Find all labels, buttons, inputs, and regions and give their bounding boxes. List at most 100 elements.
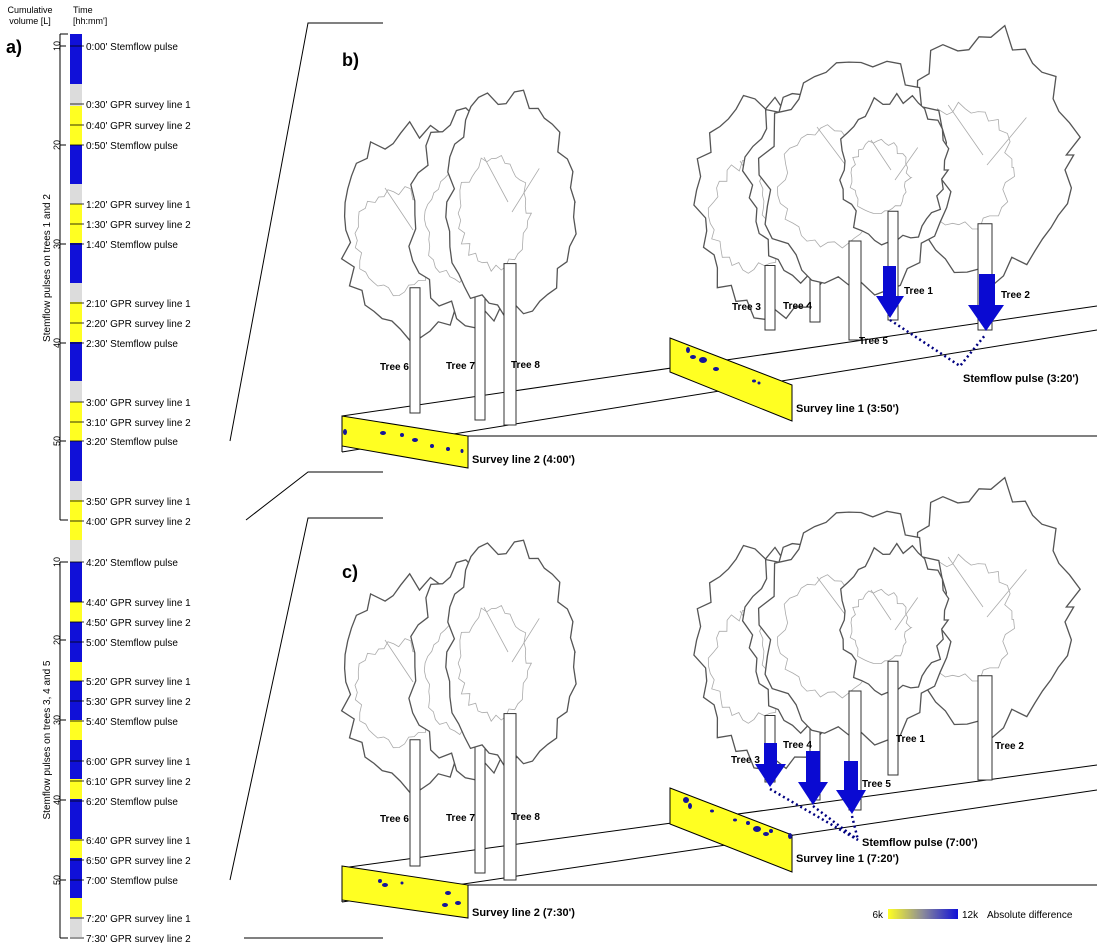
panel-b: b) Tree 1 Tree 2 Tree 3 Tree 4 Tree 5 Tr… (340, 24, 1097, 469)
trees-c (340, 476, 1082, 881)
timeline-event: 5:40' Stemflow pulse (86, 717, 178, 728)
tree-trunk (887, 660, 899, 776)
branch-detail (483, 607, 540, 663)
legend-max: 12k (962, 910, 979, 921)
tree-1-label-b: Tree 1 (904, 286, 933, 297)
survey-line-2-label-b: Survey line 2 (4:00') (472, 454, 575, 466)
stemflow-arrow-tree-5-c (836, 761, 866, 814)
anomaly-blob (688, 803, 692, 809)
panel-a-label: a) (6, 37, 22, 57)
timeline-segment-gpr (70, 402, 82, 441)
timeline-segment-stemflow (70, 858, 82, 898)
timeline-segment-stemflow (70, 681, 82, 720)
connector-survey-b (245, 471, 383, 521)
axis-tick-label: 30 (52, 239, 62, 249)
pulse-link-c (769, 787, 860, 842)
tree-7-label-c: Tree 7 (446, 813, 475, 824)
axis-tick-label: 20 (52, 140, 62, 150)
branch-detail (870, 139, 919, 181)
tree-trunk (764, 265, 776, 331)
timeline-event: 5:00' Stemflow pulse (86, 638, 178, 649)
tree-trunk (503, 263, 517, 426)
timeline-event: 2:30' Stemflow pulse (86, 339, 178, 350)
timeline-event: 1:20' GPR survey line 1 (86, 200, 191, 211)
timeline-segment-gpr (70, 106, 82, 145)
timeline-event: 4:00' GPR survey line 2 (86, 517, 191, 528)
branch-detail (947, 104, 1027, 166)
panel-c: c) Tree 1 Tree 2 Tree 3 Tree 4 Tree 5 Tr… (340, 476, 1097, 919)
tree-4-label-c: Tree 4 (783, 740, 812, 751)
tree-8-c (445, 539, 577, 881)
tree-trunk (474, 727, 486, 874)
tree-5-label-c: Tree 5 (862, 779, 891, 790)
survey-line-2-b (341, 415, 469, 469)
anomaly-blob (690, 355, 696, 359)
timeline-segment-gpr (70, 500, 82, 540)
axis-tick-label: 20 (52, 635, 62, 645)
pulse-label-c: Stemflow pulse (7:00') (862, 837, 978, 849)
crown-detail (457, 154, 533, 272)
timeline-event: 3:20' Stemflow pulse (86, 437, 178, 448)
timeline-segment-stemflow (70, 562, 82, 602)
crown-detail (849, 138, 913, 215)
anomaly-blob (412, 438, 418, 442)
anomaly-blob (713, 367, 719, 371)
anomaly-blob (733, 818, 737, 822)
anomaly-blob (430, 444, 434, 448)
timeline-segment-stemflow (70, 145, 82, 184)
timeline-segment-gpr (70, 204, 82, 243)
timeline-segment-gpr (70, 779, 82, 799)
branch-detail (483, 157, 540, 213)
branch-detail (947, 556, 1027, 618)
panel-c-label: c) (342, 562, 358, 582)
legend-label: Absolute difference (987, 910, 1073, 921)
anomaly-blob (753, 826, 761, 832)
tree-trunk (848, 240, 862, 341)
crown-detail (457, 604, 533, 722)
crown-detail (849, 588, 913, 665)
anomaly-blob (788, 833, 792, 839)
header-cumulative-volume: Cumulative volume [L] (7, 5, 52, 26)
pulse-label-b: Stemflow pulse (3:20') (963, 373, 1079, 385)
survey-line-1-c (669, 787, 793, 873)
survey-line-1-label-b: Survey line 1 (3:50') (796, 403, 899, 415)
timeline-event: 7:30' GPR survey line 2 (86, 934, 191, 943)
anomaly-blob (699, 357, 707, 363)
anomaly-blob (686, 347, 690, 353)
timeline-event: 6:00' GPR survey line 1 (86, 757, 191, 768)
timeline-event: 3:50' GPR survey line 1 (86, 497, 191, 508)
radargram-line-2-b (341, 415, 469, 469)
anomaly-blob (378, 879, 382, 883)
timeline-event: 0:40' GPR survey line 2 (86, 121, 191, 132)
tree-1-label-c: Tree 1 (896, 734, 925, 745)
tree-4-label-b: Tree 4 (783, 301, 812, 312)
timeline-event: 5:20' GPR survey line 1 (86, 677, 191, 688)
timeline-segment-gpr (70, 662, 82, 681)
timeline-segment-stemflow (70, 342, 82, 381)
timeline-segment-gpr (70, 839, 82, 858)
panel-a: Cumulative volume [L] Time [hh:mm'] a) 0:0… (6, 5, 383, 943)
anomaly-blob (400, 881, 404, 885)
tree-1-c (839, 542, 950, 776)
timeline-segment-stemflow (70, 243, 82, 283)
anomaly-blobs-c1 (683, 797, 792, 839)
tree-2-label-b: Tree 2 (1001, 290, 1030, 301)
anomaly-blob (343, 429, 347, 435)
axis-tick-label: 10 (52, 41, 62, 51)
timeline-event: 0:30' GPR survey line 1 (86, 100, 191, 111)
tree-crown (839, 542, 950, 696)
timeline-event: 7:20' GPR survey line 1 (86, 914, 191, 925)
anomaly-blob (746, 821, 750, 825)
timeline-segment-gpr (70, 898, 82, 917)
tree-3-label-b: Tree 3 (732, 302, 761, 313)
timeline-event: 2:20' GPR survey line 2 (86, 319, 191, 330)
axis-tick-label: 50 (52, 875, 62, 885)
timeline-segment-idle (70, 481, 82, 500)
header-time: Time [hh:mm'] (73, 5, 107, 26)
timeline-segment-gpr (70, 302, 82, 342)
anomaly-blob (763, 832, 769, 836)
timeline-event: 6:20' Stemflow pulse (86, 797, 178, 808)
timeline-segment-gpr (70, 720, 82, 740)
stemflow-arrow-tree-2-b (968, 274, 1004, 331)
timeline-segment-gpr (70, 602, 82, 622)
